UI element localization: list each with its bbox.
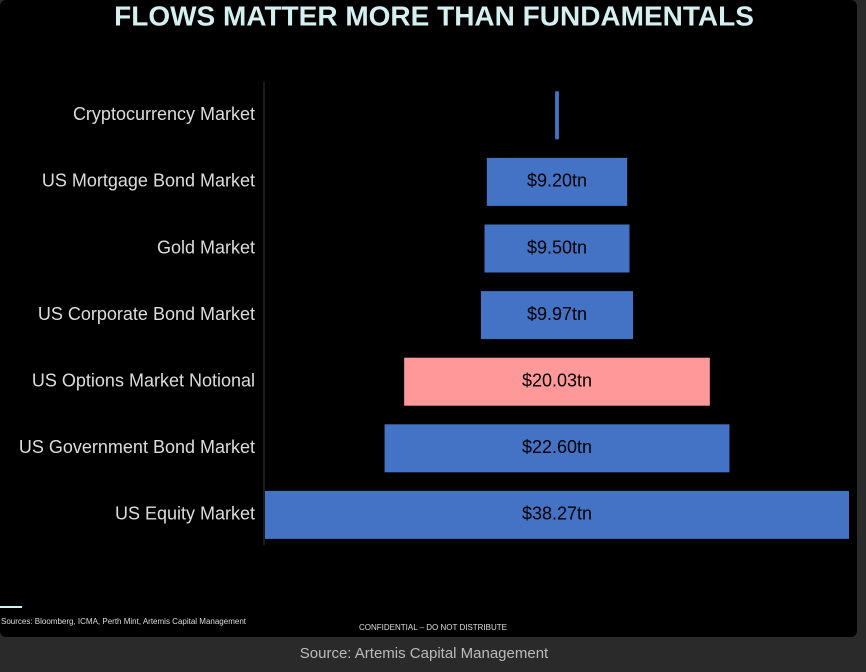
category-label: US Government Bond Market xyxy=(19,437,255,457)
category-label: Cryptocurrency Market xyxy=(73,104,255,124)
bar xyxy=(486,157,628,206)
value-label: $22.60tn xyxy=(522,437,592,457)
value-label: $20.03tn xyxy=(522,370,592,390)
category-label: Gold Market xyxy=(157,237,255,257)
caption: Source: Artemis Capital Management xyxy=(300,645,549,662)
category-label: US Corporate Bond Market xyxy=(38,304,255,324)
notice: CONFIDENTIAL – DO NOT DISTRIBUTE xyxy=(359,623,507,632)
value-label: $38.27tn xyxy=(522,504,592,524)
category-label: US Equity Market xyxy=(115,504,255,524)
bar xyxy=(265,490,849,539)
sources: Sources: Bloomberg, ICMA, Perth Mint, Ar… xyxy=(1,617,247,626)
value-label: $9.50tn xyxy=(527,237,587,257)
category-label: US Mortgage Bond Market xyxy=(42,171,255,191)
bar xyxy=(484,224,630,273)
chart-background xyxy=(0,0,857,637)
value-label: $9.20tn xyxy=(527,171,587,191)
bar xyxy=(384,424,730,473)
bar xyxy=(404,357,710,406)
value-label: $9.97tn xyxy=(527,304,587,324)
bar xyxy=(480,291,634,340)
chart-title: FLOWS MATTER MORE THAN FUNDAMENTALS xyxy=(114,0,754,31)
bar xyxy=(555,91,559,140)
category-label: US Options Market Notional xyxy=(32,370,255,390)
